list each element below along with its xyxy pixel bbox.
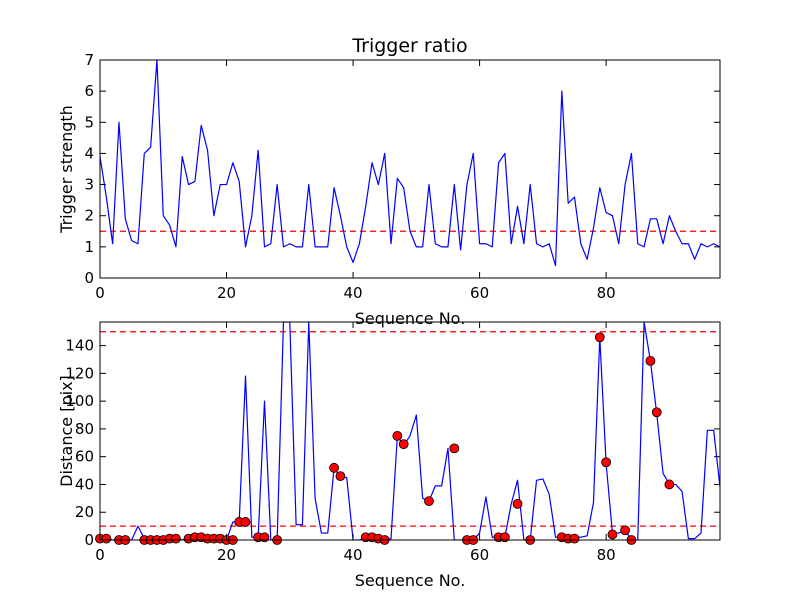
x-tick-label: 60 <box>470 284 489 302</box>
data-point <box>449 443 460 454</box>
data-point <box>569 533 580 544</box>
y-tick-label: 140 <box>65 337 94 355</box>
x-tick-label: 40 <box>344 546 363 564</box>
data-point <box>664 479 675 490</box>
y-tick-label: 7 <box>84 51 94 69</box>
x-tick-label: 20 <box>217 546 236 564</box>
data-point <box>171 533 181 544</box>
y-tick-label: 3 <box>84 176 94 194</box>
axes-frame <box>99 321 721 541</box>
y-tick-label: 0 <box>84 269 94 287</box>
x-axis-label: Sequence No. <box>355 571 466 590</box>
y-tick-label: 60 <box>75 448 94 466</box>
plot-area <box>100 322 720 540</box>
y-tick-label: 2 <box>84 207 94 225</box>
data-point <box>499 532 510 543</box>
plot-area <box>100 60 720 267</box>
distance-panel: 0 20 40 60 80 0 20 40 60 80 100 120 140 Sequence No. D… <box>57 321 721 590</box>
data-point <box>398 439 409 450</box>
data-point <box>607 529 618 540</box>
y-tick-label: 20 <box>75 503 94 521</box>
y-tick-label: 6 <box>84 82 94 100</box>
data-point <box>620 525 631 536</box>
y-tick-label: 100 <box>65 392 94 410</box>
x-tick-label: 80 <box>597 284 616 302</box>
data-point <box>424 496 434 507</box>
data-point <box>392 430 403 441</box>
x-tick-label: 0 <box>95 546 105 564</box>
data-point <box>240 517 251 527</box>
x-tick-label: 60 <box>470 546 489 564</box>
data-point <box>651 407 662 418</box>
data-point <box>335 471 346 482</box>
x-axis-label: Sequence No. <box>355 309 466 328</box>
y-tick-label: 120 <box>65 364 94 382</box>
y-tick-label: 5 <box>84 113 94 131</box>
x-tick-label: 40 <box>344 284 363 302</box>
data-point <box>259 532 270 543</box>
data-point <box>594 332 605 343</box>
data-point <box>101 533 112 544</box>
data-point <box>329 462 339 473</box>
data-point <box>512 498 523 509</box>
x-tick-label: 80 <box>597 546 616 564</box>
x-tick-label: 0 <box>95 284 105 302</box>
y-axis-label: Distance [pix] <box>57 375 76 487</box>
y-tick-label: 80 <box>75 420 94 438</box>
y-tick-label: 40 <box>75 475 94 493</box>
data-point <box>601 457 612 468</box>
series-line <box>100 60 720 267</box>
axes-frame <box>99 59 721 279</box>
y-tick-label: 4 <box>84 144 94 162</box>
x-tick-label: 20 <box>217 284 236 302</box>
y-axis-label: Trigger strength <box>57 105 76 234</box>
data-point <box>645 355 656 366</box>
trigger-ratio-panel: 0 20 40 60 80 0 1 2 3 4 5 6 7 Sequence No. Trigger str… <box>57 35 721 328</box>
series-line <box>100 322 720 540</box>
chart-title: Trigger ratio <box>351 35 467 57</box>
y-tick-label: 1 <box>84 238 94 256</box>
y-tick-label: 0 <box>84 531 94 549</box>
